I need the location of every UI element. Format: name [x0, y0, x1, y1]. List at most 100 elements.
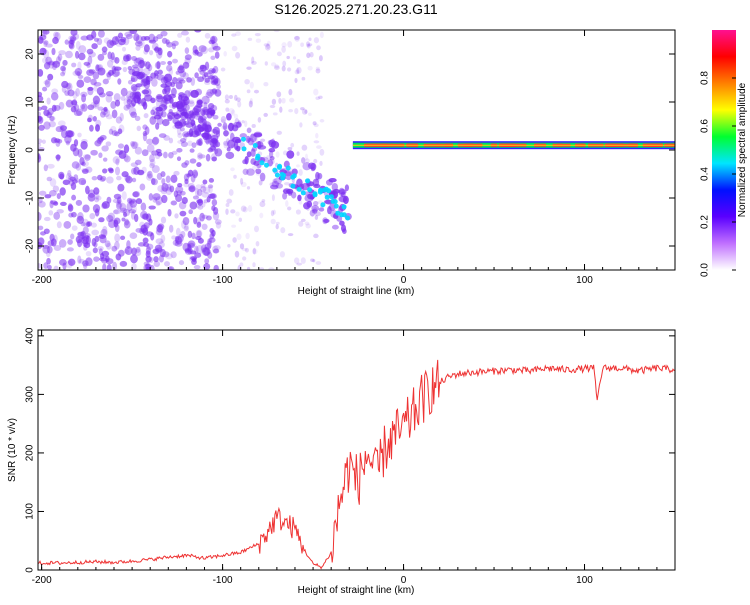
spectrogram-point	[259, 267, 264, 270]
spectrogram-point	[154, 152, 161, 160]
spectrogram-point	[251, 248, 258, 255]
spectrogram-point	[114, 71, 121, 77]
spectrogram-point	[239, 243, 245, 250]
spectrogram-point	[194, 252, 202, 258]
spectrogram-point	[43, 164, 48, 172]
spectrogram-point	[176, 126, 182, 136]
spectrogram-point	[246, 266, 251, 270]
spectrogram-point	[112, 156, 120, 164]
spectrogram-point	[160, 60, 166, 66]
spectrogram-point	[152, 136, 160, 145]
spectrogram-point	[184, 54, 192, 61]
spectrogram-point	[42, 244, 50, 249]
spectrogram-point	[284, 182, 290, 186]
spectrogram-point	[124, 218, 130, 226]
spectrogram-point	[194, 72, 199, 79]
spectrogram-point	[107, 212, 116, 221]
spectrogram-point	[129, 30, 138, 35]
spectrogram-point	[71, 225, 78, 231]
spectrogram-point	[137, 66, 144, 73]
spectrogram-point	[155, 196, 163, 206]
spectrogram-point	[93, 187, 100, 195]
spectrogram-point	[307, 43, 313, 47]
spectrogram-point	[106, 72, 111, 81]
spectrogram-point	[91, 237, 97, 247]
spectrogram-point	[156, 60, 161, 70]
spectrogram-point	[205, 215, 212, 221]
spectrogram-point	[93, 241, 98, 248]
spectrogram-point	[114, 57, 120, 64]
spectrogram-point	[43, 262, 49, 269]
spectrogram-point	[125, 33, 133, 40]
spectrogram-point	[125, 175, 133, 184]
spectrogram-point	[134, 213, 139, 223]
spectrogram-point	[294, 69, 300, 75]
spectrogram-point	[151, 78, 158, 87]
spectrogram-point	[155, 228, 163, 236]
snr-y-tick-label: 0	[25, 567, 36, 573]
spectrogram-point	[49, 115, 56, 122]
snr-y-tick-label: 100	[25, 503, 36, 520]
spectrogram-point	[145, 261, 151, 269]
spectrogram-point	[240, 177, 244, 185]
spectrogram-point	[163, 134, 170, 141]
spectrogram-point	[329, 194, 334, 200]
spectrogram-point	[138, 59, 146, 69]
spectrogram-point	[112, 209, 121, 215]
spectrogram-point	[61, 80, 69, 89]
spectrogram-point	[307, 65, 313, 71]
spectrogram-point	[133, 57, 142, 66]
spectrogram-point	[271, 98, 277, 105]
spectrogram-point	[274, 64, 280, 69]
spectrogram-point	[151, 165, 160, 174]
spectrogram-ridge	[352, 141, 675, 150]
spectrogram-point	[281, 45, 286, 53]
spectrogram-point	[75, 108, 83, 116]
spectrogram-point	[196, 99, 203, 105]
colorbar-gradient	[712, 30, 736, 270]
spectrogram-point	[313, 140, 320, 144]
spectrogram-point	[220, 67, 226, 72]
spectrogram-point	[211, 68, 216, 74]
spectrogram-point	[208, 237, 216, 243]
spectrogram-point	[126, 99, 132, 105]
spectrogram-point	[313, 37, 320, 44]
spectrogram-point	[177, 132, 183, 139]
spectrogram-point	[77, 74, 84, 79]
colorbar-tick-label: 0.4	[700, 167, 711, 181]
spectrogram-point	[186, 116, 192, 123]
spectrogram-point	[168, 97, 174, 104]
spectrogram-point	[96, 37, 103, 46]
spectrogram-point	[185, 36, 191, 43]
spectrogram-point	[161, 178, 166, 185]
spectrogram-point	[247, 37, 253, 41]
spectrogram-point	[212, 139, 219, 148]
spectrogram-point	[285, 200, 289, 208]
spectrogram-point	[48, 210, 54, 216]
spectrogram-point	[144, 35, 150, 41]
spectrogram-point	[97, 67, 106, 76]
spectrogram-point	[38, 36, 44, 44]
spectrogram-point	[231, 224, 237, 228]
spectrogram-point	[246, 66, 252, 70]
spectrogram-point	[165, 175, 171, 183]
spectrogram-point	[167, 266, 175, 270]
spectrogram-point	[204, 61, 210, 71]
spectrogram-point	[77, 255, 82, 264]
spectrogram-point	[199, 70, 205, 75]
spectrogram-point	[153, 72, 159, 80]
spectrogram-point	[134, 248, 142, 257]
spectrogram-point	[236, 233, 242, 241]
spectrogram-point	[179, 79, 186, 84]
spectrogram-point	[39, 47, 47, 56]
spectrogram-point	[194, 188, 200, 197]
spectrogram-point	[154, 244, 163, 252]
spectrogram-point	[121, 191, 127, 201]
spectrogram-point	[230, 167, 235, 172]
spectrogram-point	[315, 96, 320, 101]
spectrogram-point	[108, 168, 114, 174]
spectrogram-point	[146, 171, 152, 177]
spectrogram-point	[128, 198, 137, 203]
spectrogram-point	[174, 213, 179, 219]
spectrogram-point	[93, 256, 100, 262]
